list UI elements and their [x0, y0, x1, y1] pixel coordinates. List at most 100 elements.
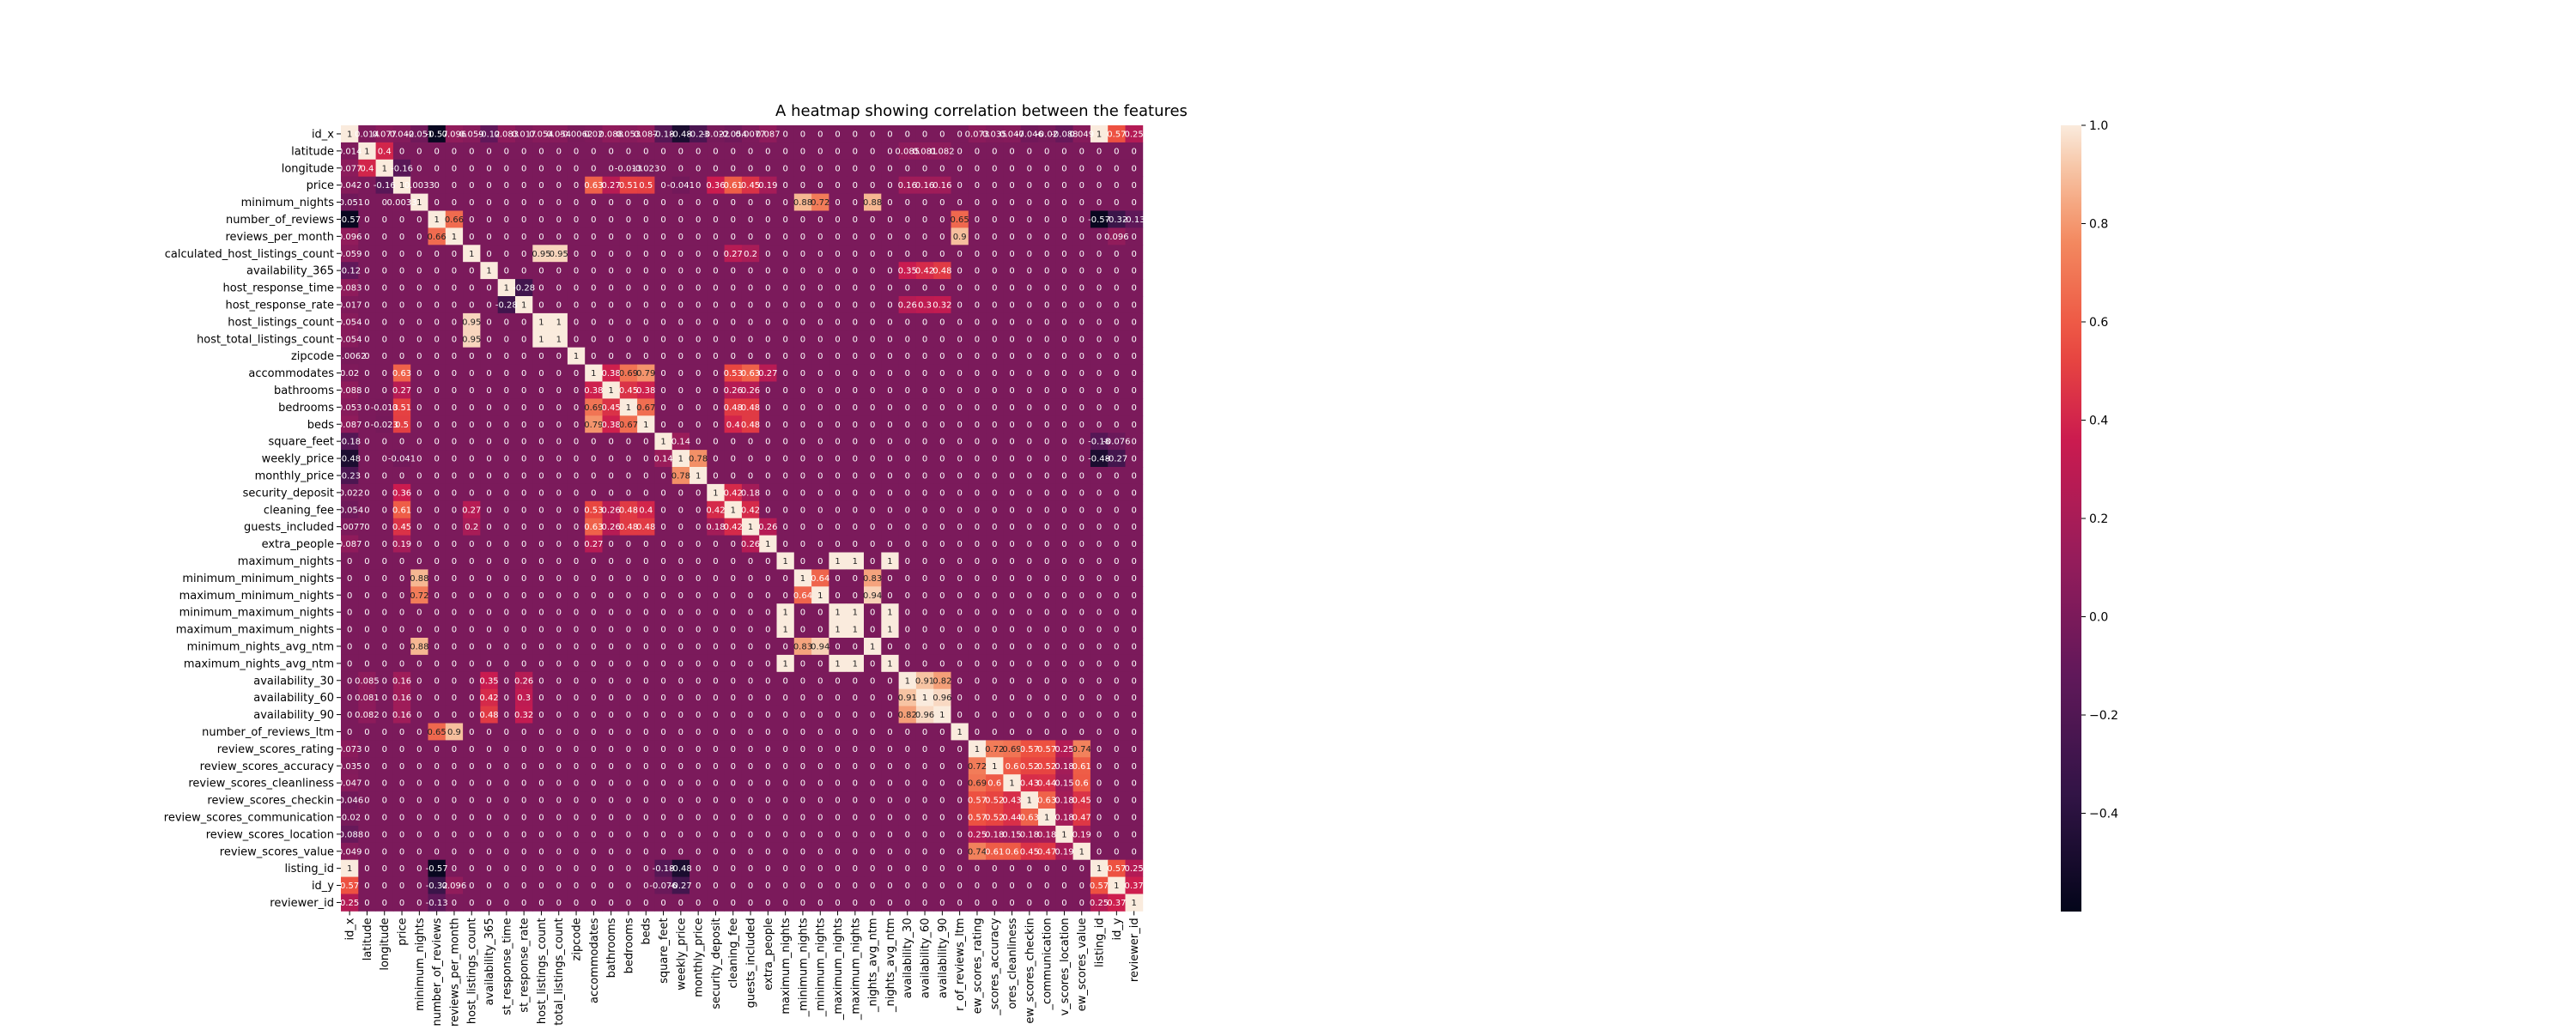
heatmap-cell [1003, 159, 1022, 178]
heatmap-cell-value: 0 [538, 198, 544, 208]
heatmap-cell-value: 0 [660, 642, 665, 651]
heatmap-cell-value: 0 [748, 471, 753, 481]
x-tick-label: host_listings_count [536, 918, 549, 1024]
heatmap-cell-value: 0 [870, 540, 875, 549]
heatmap-cell-value: 0 [782, 745, 787, 754]
heatmap-cell-value: 0 [1044, 164, 1049, 173]
heatmap-cell-value: 0 [1009, 352, 1014, 361]
heatmap-cell-value: 0 [452, 369, 457, 379]
heatmap-cell-value: 0 [538, 694, 544, 703]
heatmap-cell-value: 0 [782, 574, 787, 584]
heatmap-cell-value: 0 [399, 642, 404, 651]
heatmap-cell-value: 0 [835, 267, 840, 276]
heatmap-cell-value: 0 [992, 488, 997, 498]
heatmap-cell-value: 0 [521, 318, 526, 327]
heatmap-cell-value: 0.16 [898, 181, 917, 191]
heatmap-cell-value: 0 [800, 847, 805, 857]
heatmap-cell-value: 0 [626, 198, 631, 208]
heatmap-cell-value: 0 [1061, 233, 1066, 242]
heatmap-cell-value: 0 [626, 574, 631, 584]
heatmap-cell-value: 0 [939, 403, 945, 413]
heatmap-cell-value: 0.48 [619, 523, 638, 532]
heatmap-cell-value: 0 [835, 847, 840, 857]
heatmap-cell [829, 176, 848, 194]
heatmap-cell [724, 227, 743, 245]
heatmap-cell-value: 0 [643, 728, 648, 737]
heatmap-cell-value: 0 [853, 421, 858, 430]
heatmap-cell-value: 0.69 [584, 403, 603, 413]
heatmap-cell-value: 0 [782, 762, 787, 772]
heatmap-cell-value: 0 [452, 711, 457, 720]
heatmap-cell-value: 0.15 [1002, 830, 1021, 839]
heatmap-cell [567, 142, 586, 161]
heatmap-cell-value: 0 [486, 386, 491, 396]
heatmap-cell-value: 0 [817, 762, 823, 772]
heatmap-cell-value: 0 [382, 386, 387, 396]
heatmap-cell-value: 0 [1131, 830, 1136, 839]
heatmap-cell-value: 0 [556, 352, 562, 361]
heatmap-cell-value: 0.16 [933, 181, 951, 191]
heatmap-cell [915, 210, 934, 228]
heatmap-cell-value: 0 [521, 181, 526, 191]
heatmap-cell-value: 0 [1097, 335, 1102, 344]
heatmap-cell-value: 0 [538, 300, 544, 310]
heatmap-cell-value: 0 [853, 335, 858, 344]
heatmap-cell-value: 0 [556, 676, 562, 686]
heatmap-cell-value: 0 [957, 557, 962, 566]
heatmap-cell-value: 0 [922, 523, 927, 532]
heatmap-cell-value: 0.43 [1002, 797, 1021, 806]
heatmap-cell-value: 0.0033 [404, 181, 434, 191]
heatmap-cell-value: 0 [416, 676, 422, 686]
heatmap-cell-value: 0 [469, 574, 474, 584]
heatmap-cell [1055, 262, 1073, 280]
heatmap-cell-value: 0 [1131, 318, 1136, 327]
heatmap-cell-value: 0 [835, 864, 840, 874]
heatmap-cell-value: 0 [957, 830, 962, 839]
heatmap-cell-value: 0.073 [337, 745, 362, 754]
heatmap-cell-value: 0 [643, 233, 648, 242]
heatmap-cell-value: 0 [853, 318, 858, 327]
heatmap-cell [951, 210, 969, 228]
heatmap-cell-value: 0 [591, 694, 596, 703]
heatmap-cell [707, 142, 725, 161]
y-tick-label: longitude [282, 162, 334, 175]
heatmap-cell [1055, 210, 1073, 228]
heatmap-cell-value: 0 [992, 438, 997, 447]
heatmap-cell-value: 0 [939, 642, 945, 651]
heatmap-cell-value: 0 [975, 574, 980, 584]
heatmap-cell-value: 0 [469, 540, 474, 549]
heatmap-cell-value: 0 [626, 813, 631, 822]
heatmap-cell-value: 0 [364, 557, 369, 566]
heatmap-cell-value: 0 [835, 369, 840, 379]
heatmap-cell-value: 0 [765, 676, 770, 686]
heatmap-cell-value: 0 [870, 745, 875, 754]
heatmap-cell-value: 0 [678, 626, 683, 635]
heatmap-cell-value: 0 [1097, 403, 1102, 413]
heatmap-cell-value: 0.48 [933, 267, 951, 276]
heatmap-cell [358, 262, 376, 280]
heatmap-cell-value: 0 [399, 471, 404, 481]
heatmap-cell [1125, 245, 1144, 263]
heatmap-cell-value: 0 [696, 762, 701, 772]
heatmap-cell-value: 0 [382, 694, 387, 703]
heatmap-cell-value: 0.14 [671, 438, 690, 447]
heatmap-cell-value: 0 [765, 318, 770, 327]
heatmap-cell-value: 0 [1079, 711, 1084, 720]
heatmap-cell-value: 0 [1044, 488, 1049, 498]
heatmap-cell [619, 159, 638, 178]
heatmap-cell-value: 0 [486, 369, 491, 379]
heatmap-cell-value: 0 [975, 386, 980, 396]
heatmap-cell-value: 0 [399, 147, 404, 156]
heatmap-cell-value: 0 [382, 659, 387, 669]
heatmap-cell-value: 0 [452, 352, 457, 361]
heatmap-cell-value: 0 [382, 300, 387, 310]
heatmap-cell-value: 0 [835, 899, 840, 908]
heatmap-cell-value: 0 [765, 779, 770, 789]
heatmap-cell [567, 227, 586, 245]
heatmap-cell-value: 0 [713, 626, 718, 635]
heatmap-cell [654, 125, 673, 143]
heatmap-cell-value: 0 [504, 386, 509, 396]
heatmap-cell [793, 176, 812, 194]
heatmap-cell-value: 0 [765, 352, 770, 361]
heatmap-cell-value: 0 [1061, 557, 1066, 566]
